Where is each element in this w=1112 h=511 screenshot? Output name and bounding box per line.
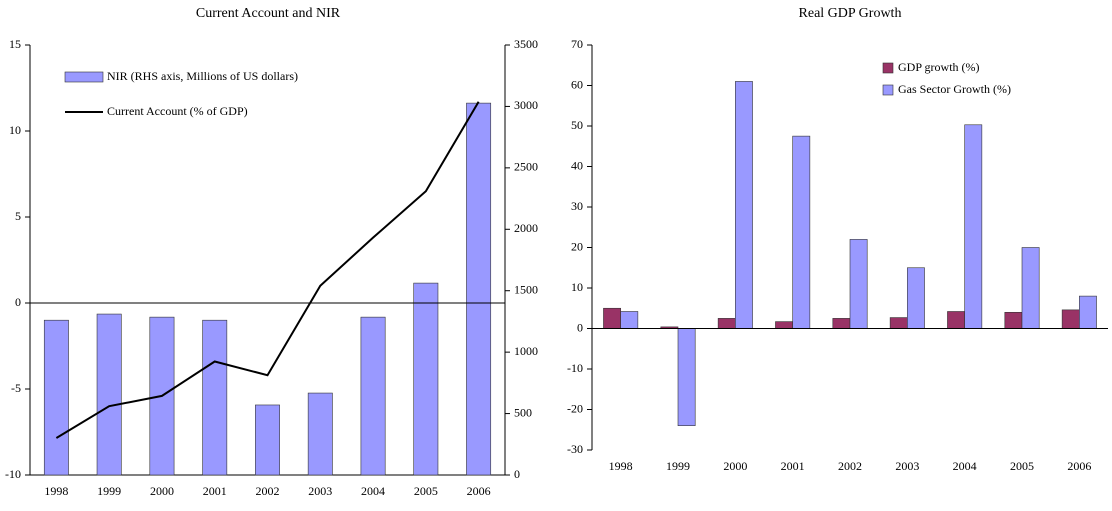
y2-tick-label: 500: [514, 405, 532, 419]
x-tick-label: 2000: [723, 459, 747, 473]
bar: [832, 318, 851, 329]
x-tick-label: 2006: [1067, 459, 1091, 473]
bar: [907, 267, 925, 329]
line: [55, 101, 480, 439]
bar: [307, 392, 333, 476]
legend-swatch: [64, 71, 104, 83]
bar: [677, 328, 696, 426]
y2-tick-label: 2000: [514, 221, 538, 235]
x-tick-label: 2003: [895, 459, 919, 473]
x-tick-label: 2004: [953, 459, 977, 473]
x-tick-label: 2002: [256, 484, 280, 498]
y-tick-label: -5: [11, 381, 21, 395]
x-tick-label: 2005: [1010, 459, 1034, 473]
chart-title: Current Account and NIR: [196, 6, 341, 21]
bar: [360, 316, 386, 476]
legend-label: NIR (RHS axis, Millions of US dollars): [107, 69, 298, 83]
bar: [792, 135, 811, 329]
legend-swatch: [882, 84, 894, 96]
y-tick-label: 15: [9, 37, 21, 51]
y-tick-label: -10: [5, 467, 21, 481]
y-tick-label: 30: [571, 199, 583, 213]
bar: [1061, 309, 1080, 329]
x-tick-label: 1998: [44, 484, 68, 498]
y2-tick-label: 0: [514, 467, 520, 481]
y-tick-label: 0: [15, 295, 21, 309]
bar: [889, 317, 908, 329]
x-tick-label: 2001: [203, 484, 227, 498]
bar: [255, 404, 280, 476]
y-tick-label: 10: [9, 123, 21, 137]
x-tick-label: 2005: [414, 484, 438, 498]
y-tick-label: 60: [571, 77, 583, 91]
x-tick-label: 2001: [781, 459, 805, 473]
bar: [466, 102, 492, 476]
legend-label: Current Account (% of GDP): [107, 104, 248, 118]
legend-label: GDP growth (%): [898, 60, 980, 74]
x-tick-label: 2006: [467, 484, 491, 498]
y-tick-label: -10: [567, 361, 583, 375]
y-tick-label: 40: [571, 158, 583, 172]
y-tick-label: 50: [571, 118, 583, 132]
y2-tick-label: 1000: [514, 344, 538, 358]
bar: [1021, 247, 1040, 329]
y-tick-label: 0: [577, 320, 583, 334]
y-tick-label: 5: [15, 209, 21, 223]
bar: [603, 307, 621, 329]
bar: [717, 318, 736, 329]
bar: [964, 124, 983, 329]
bar: [1004, 311, 1023, 329]
x-tick-label: 2002: [838, 459, 862, 473]
y2-tick-label: 3000: [514, 98, 538, 112]
bar: [775, 321, 793, 329]
x-tick-label: 1998: [609, 459, 633, 473]
bar: [96, 313, 122, 476]
bar: [849, 239, 868, 329]
y-tick-label: 10: [571, 280, 583, 294]
y2-tick-label: 2500: [514, 160, 538, 174]
bar: [1079, 295, 1097, 329]
legend-label: Gas Sector Growth (%): [898, 82, 1011, 96]
bar: [620, 311, 639, 329]
x-tick-label: 2003: [308, 484, 332, 498]
y-tick-label: 20: [571, 239, 583, 253]
bar: [202, 319, 228, 476]
y-tick-label: -30: [567, 442, 583, 456]
bar: [735, 81, 753, 329]
x-tick-label: 2000: [150, 484, 174, 498]
bar: [43, 319, 69, 476]
x-tick-label: 2004: [361, 484, 385, 498]
bar: [413, 282, 439, 476]
bar: [947, 311, 965, 329]
x-tick-label: 1999: [666, 459, 690, 473]
y2-tick-label: 1500: [514, 282, 538, 296]
chart-title: Real GDP Growth: [799, 6, 902, 21]
y-tick-label: 70: [571, 37, 583, 51]
x-tick-label: 1999: [97, 484, 121, 498]
legend-swatch: [882, 62, 894, 74]
y2-tick-label: 3500: [514, 37, 538, 51]
y-tick-label: -20: [567, 401, 583, 415]
